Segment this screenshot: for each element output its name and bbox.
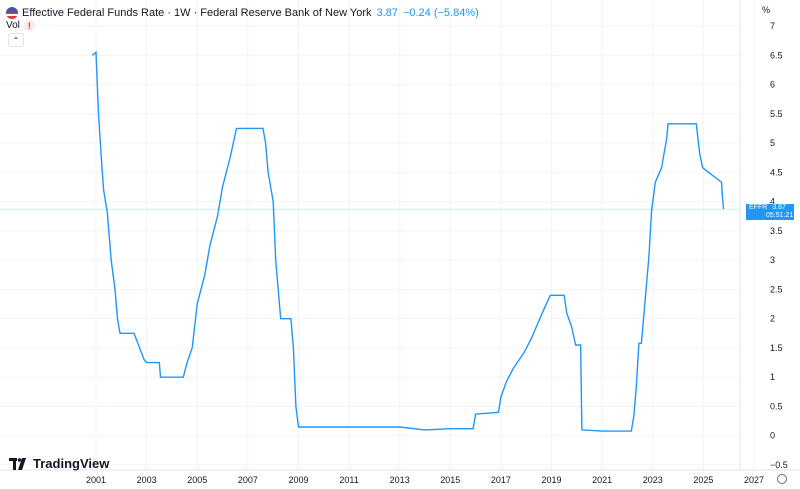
tag-symbol: EFFR [749, 204, 768, 212]
y-tick-label: 3 [770, 255, 775, 265]
y-tick-label: 2 [770, 314, 775, 324]
y-tick-label: 7 [770, 21, 775, 31]
y-tick-label: 1.5 [770, 343, 783, 353]
x-tick-label: 2007 [238, 475, 258, 485]
time-scale: 2001 2003 2005 2007 2009 2011 2013 2015 2017 2019… [86, 475, 764, 485]
x-tick-label: 2013 [390, 475, 410, 485]
x-tick-label: 2023 [643, 475, 663, 485]
y-tick-label: 4 [770, 197, 775, 207]
x-tick-label: 2009 [288, 475, 308, 485]
x-tick-label: 2027 [744, 475, 764, 485]
price-scale: −0.5 0 0.5 1 1.5 2 2.5 3 3.5 4 4.5 5 5.5 6 6.5 7 [770, 21, 788, 470]
volume-indicator[interactable]: Vol ! [6, 20, 35, 31]
tag-countdown: 05:51:21 [766, 212, 794, 220]
y-tick-label: 5.5 [770, 109, 783, 119]
warning-icon[interactable]: ! [23, 20, 35, 31]
x-tick-label: 2017 [491, 475, 511, 485]
x-tick-label: 2011 [339, 475, 358, 485]
us-flag-icon [6, 7, 18, 19]
y-tick-label: 0.5 [770, 401, 783, 411]
y-tick-label: 3.5 [770, 226, 783, 236]
collapse-legend-button[interactable]: ⌃ [8, 33, 24, 47]
legend-header[interactable]: Effective Federal Funds Rate · 1W · Fede… [6, 5, 479, 21]
chevron-up-icon: ⌃ [12, 35, 20, 45]
x-tick-label: 2021 [592, 475, 612, 485]
y-tick-label: 6.5 [770, 50, 783, 60]
y-tick-label: −0.5 [770, 460, 788, 470]
x-tick-label: 2005 [187, 475, 207, 485]
y-tick-label: 6 [770, 80, 775, 90]
y-tick-label: 5 [770, 138, 775, 148]
y-unit-label: % [762, 5, 770, 15]
chart-grid [0, 0, 755, 470]
x-tick-label: 2025 [693, 475, 713, 485]
y-tick-label: 1 [770, 372, 775, 382]
y-tick-label: 0 [770, 431, 775, 441]
effr-series-line [91, 50, 725, 432]
y-tick-label: 4.5 [770, 167, 783, 177]
tradingview-logo-icon [9, 457, 26, 470]
last-price-tag: EFFR 3.87 05:51:21 [746, 204, 794, 221]
x-tick-label: 2001 [86, 475, 106, 485]
logo-text: TradingView [33, 456, 110, 471]
series-title: Effective Federal Funds Rate · 1W · Fede… [22, 7, 372, 19]
volume-label: Vol [6, 20, 20, 31]
gear-icon[interactable] [777, 474, 787, 484]
tradingview-logo[interactable]: TradingView [9, 456, 109, 471]
x-tick-label: 2019 [542, 475, 562, 485]
x-tick-label: 2003 [137, 475, 157, 485]
last-value: 3.87 [376, 7, 398, 19]
change-value: −0.24 (−5.84%) [402, 7, 479, 19]
y-tick-label: 2.5 [770, 284, 783, 294]
tag-value: 3.87 [772, 204, 786, 212]
x-tick-label: 2015 [440, 475, 460, 485]
